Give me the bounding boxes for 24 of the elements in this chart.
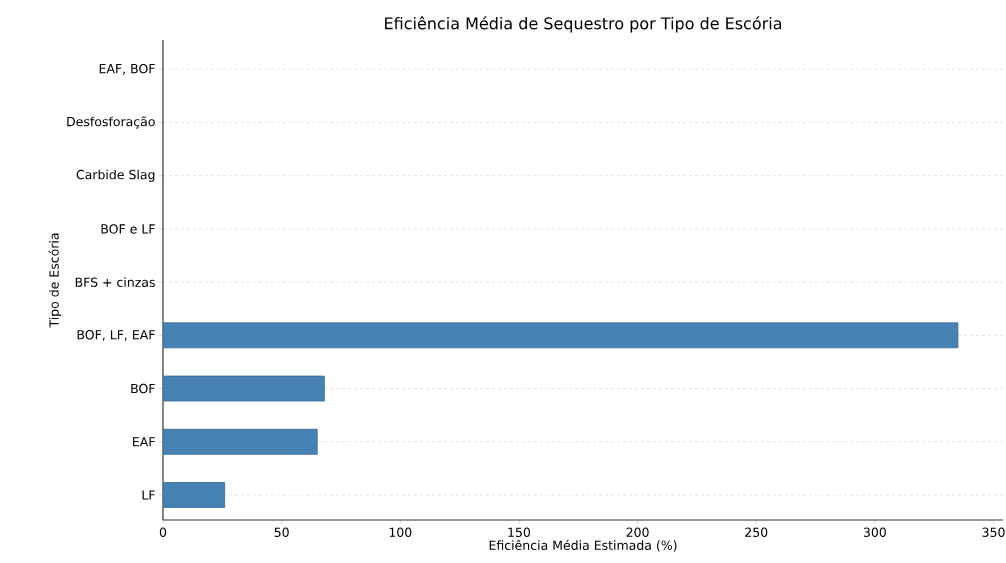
- y-tick-label: BFS + cinzas: [75, 277, 155, 287]
- y-tick-label: BOF: [131, 383, 155, 394]
- bar: [163, 482, 226, 508]
- x-tick-label: 350: [982, 527, 1005, 537]
- x-tick-label: 50: [274, 527, 289, 537]
- bar: [163, 322, 959, 349]
- y-tick-label: Desfosforação: [67, 116, 155, 129]
- y-axis-title: Tipo de Escória: [48, 233, 62, 328]
- x-tick-label: 300: [863, 527, 886, 537]
- x-axis-title: Eficiência Média Estimada (%): [489, 539, 677, 552]
- y-tick-label: BOF, LF, EAF: [77, 329, 155, 341]
- bar: [163, 428, 318, 455]
- y-tick-label: Carbide Slag: [76, 169, 155, 182]
- x-tick-label: 200: [626, 527, 649, 537]
- y-tick-label: LF: [142, 490, 155, 500]
- x-tick-label: 100: [389, 527, 412, 537]
- x-tick-label: 150: [508, 527, 531, 537]
- y-tick-label: BOF e LF: [101, 224, 155, 234]
- x-tick-label: 0: [159, 527, 167, 537]
- y-tick-label: EAF: [133, 437, 155, 447]
- x-tick-label: 250: [745, 527, 768, 537]
- y-tick-label: EAF, BOF: [99, 63, 155, 75]
- chart-title: Eficiência Média de Sequestro por Tipo de Escória: [385, 16, 782, 33]
- bar: [163, 375, 325, 402]
